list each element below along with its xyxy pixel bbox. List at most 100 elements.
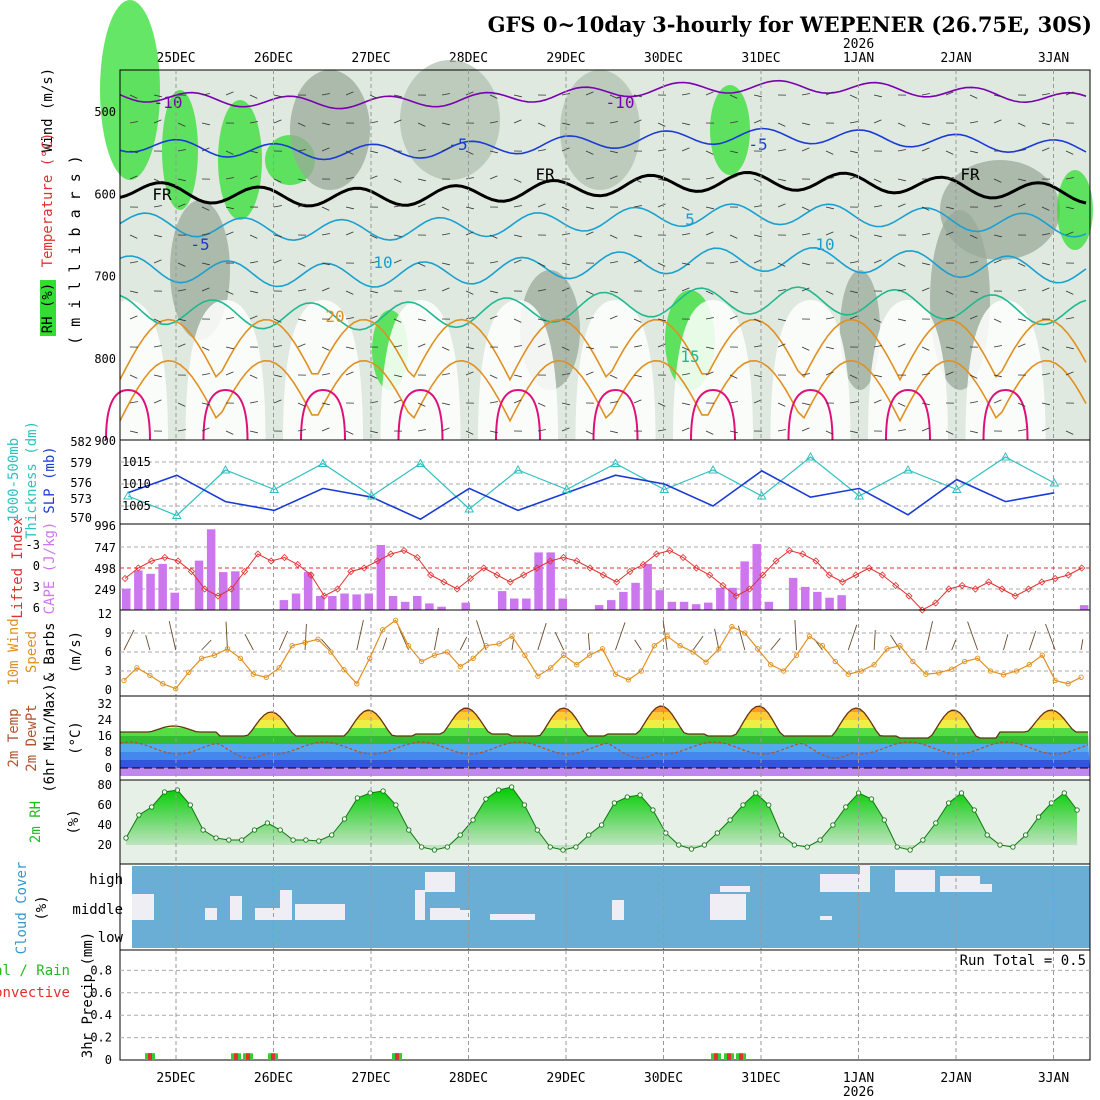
- wind-barb: [633, 399, 642, 404]
- rh-point: [303, 837, 309, 843]
- wind-barb: [873, 94, 882, 98]
- li-point: [427, 571, 435, 579]
- cape-bar: [788, 577, 798, 610]
- rh-point: [560, 847, 566, 853]
- cloud-mid-bar: [710, 894, 746, 920]
- wind-barb: [393, 374, 402, 378]
- isotherm-0: [119, 170, 1087, 208]
- thickness-point: [269, 484, 280, 493]
- wind-barb: [729, 150, 738, 154]
- axis-title: 1000-500mb: [6, 438, 22, 522]
- axis-title: Temperature (°C): [40, 133, 56, 268]
- cape-bar: [643, 563, 652, 610]
- rh-point: [457, 832, 463, 838]
- date-tick-top: 27DEC: [351, 51, 390, 66]
- li-point: [706, 571, 714, 579]
- wind-barb: [537, 178, 546, 182]
- li-point: [759, 571, 767, 579]
- wind-barb: [705, 290, 714, 295]
- wind-barb: [321, 206, 330, 211]
- wind-point: [1052, 677, 1058, 684]
- wind-barb: [225, 290, 234, 295]
- li-tick: 3: [33, 580, 40, 594]
- wind-barb: [1065, 430, 1074, 435]
- wind-barb: [801, 233, 810, 236]
- cape-bar: [837, 595, 846, 610]
- axis-title: Lifted Index: [10, 517, 26, 618]
- wind-barb: [1065, 290, 1074, 295]
- rh-point: [663, 830, 669, 836]
- wind-barb: [489, 234, 498, 239]
- rh-point: [676, 842, 682, 848]
- precip-tick: 0.8: [90, 963, 112, 977]
- li-point: [931, 599, 940, 607]
- wind-barb: [897, 122, 906, 127]
- wind-barb: [681, 233, 690, 236]
- wind-barb: [321, 427, 330, 432]
- wind-barb: [1017, 149, 1026, 152]
- wind-point: [263, 674, 269, 680]
- thickness-point: [366, 490, 377, 500]
- wind-barb: [177, 262, 186, 267]
- rh-tick: 40: [98, 818, 112, 832]
- wind-barb: [297, 122, 306, 127]
- cloud-high-bar: [720, 886, 750, 892]
- precip-conv-bar: [271, 1053, 275, 1060]
- wind-barb: [825, 290, 834, 295]
- wind-barb: [681, 373, 690, 376]
- wind-barb: [1065, 317, 1074, 320]
- wind-barb: [657, 429, 666, 432]
- wind-barb: [633, 374, 642, 378]
- precip-panel: 0.8 0.6 0.4 0.2 0 Run Total = 0.5: [90, 949, 1091, 1067]
- wind-barb: [201, 287, 210, 292]
- isotherm--10: [119, 79, 1087, 110]
- thickness-point: [123, 490, 133, 500]
- wind-barb: [225, 177, 234, 180]
- wind-barb: [729, 261, 738, 264]
- wind-barb: [657, 343, 666, 348]
- cloud-high-bar: [425, 872, 455, 892]
- wind-barb: [537, 429, 546, 432]
- cloud-mid-bar: [280, 890, 292, 920]
- wind-barb: [897, 402, 906, 407]
- wind-barb: [1065, 231, 1074, 236]
- li-point: [692, 564, 700, 572]
- wind-barb: [459, 636, 468, 651]
- wind-barb: [969, 430, 978, 434]
- isotherm-20: [119, 318, 1087, 382]
- wind-barb: [465, 290, 474, 295]
- contour-label: FR: [535, 165, 555, 184]
- rh-point: [637, 792, 643, 798]
- thickness-line: [127, 456, 1055, 517]
- thickness-point: [561, 484, 572, 493]
- rh-point: [573, 844, 579, 850]
- contour-label: -5: [748, 135, 767, 154]
- li-point: [812, 557, 820, 565]
- wind-barb: [993, 399, 1002, 404]
- wind-barb: [465, 150, 474, 155]
- cape-bar: [534, 552, 543, 610]
- wind-barb: [967, 621, 979, 651]
- wind-barb: [537, 622, 547, 651]
- date-tick-top: 30DEC: [644, 51, 683, 66]
- wind-barb: [585, 150, 594, 155]
- wind-barb: [153, 345, 162, 348]
- li-point: [1038, 578, 1046, 586]
- wind-barb: [278, 630, 289, 651]
- rh-point: [547, 844, 553, 850]
- wind-barb: [476, 620, 487, 651]
- rh-point: [997, 842, 1003, 848]
- wind-point: [832, 658, 838, 665]
- rh-point: [804, 844, 810, 850]
- wind-barb: [369, 290, 378, 294]
- wind-barb: [633, 178, 642, 183]
- li-point: [466, 574, 475, 583]
- wind-barb: [441, 147, 450, 152]
- rh-point: [200, 827, 206, 833]
- precip-legend-total: Total / Rain: [0, 963, 70, 979]
- cape-tick: 996: [94, 519, 116, 533]
- li-point: [440, 578, 448, 586]
- precip-frame: [119, 949, 1091, 1061]
- rh-point: [444, 844, 450, 850]
- wind-barb: [489, 261, 498, 264]
